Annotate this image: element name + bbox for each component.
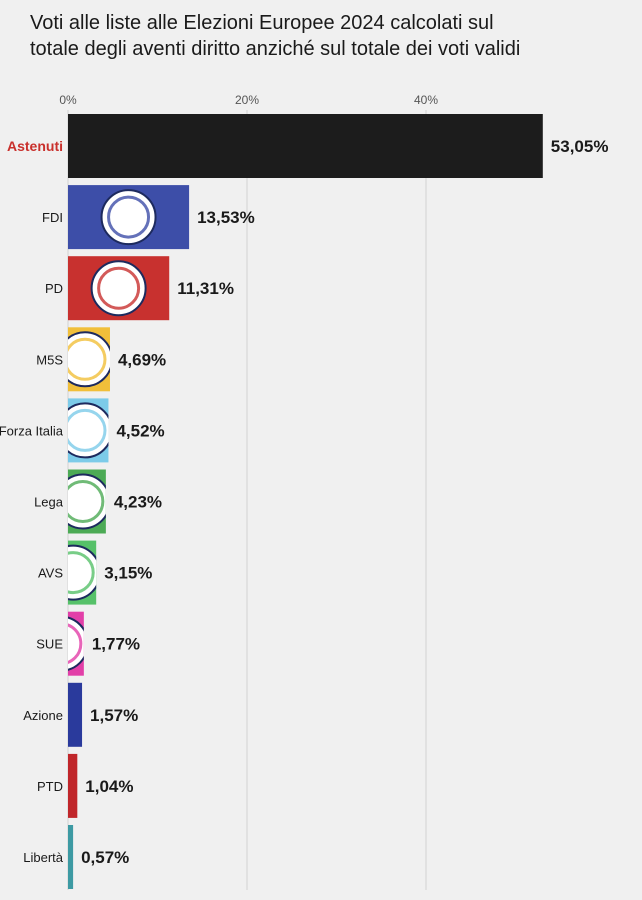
value-label: 1,77%	[92, 635, 140, 654]
m5s-logo-icon	[68, 331, 110, 388]
value-label: 13,53%	[197, 208, 255, 227]
bar	[68, 682, 83, 747]
chart-title: Voti alle liste alle Elezioni Europee 20…	[30, 10, 590, 62]
category-label: PD	[45, 281, 63, 296]
chart-title-line-1: Voti alle liste alle Elezioni Europee 20…	[30, 12, 494, 34]
bar-row: Forza Italia 4,52%	[0, 398, 165, 463]
bar-row: Libertà 0,57%	[23, 825, 129, 889]
x-tick-label: 0%	[59, 93, 77, 107]
bar-row: PTD 1,04%	[37, 753, 134, 818]
category-label: PTD	[37, 779, 63, 794]
category-label: Lega	[34, 495, 64, 510]
value-label: 0,57%	[81, 848, 129, 867]
category-label: Astenuti	[7, 138, 63, 154]
value-label: 1,57%	[90, 706, 138, 725]
category-label: AVS	[38, 566, 63, 581]
bars: Astenuti 53,05% FDI 13,53% PD 11,31% M5S 4,69% F…	[0, 114, 608, 889]
pd-logo-icon	[90, 260, 147, 317]
avs-logo-icon	[68, 544, 97, 601]
forza-italia-logo-icon	[68, 402, 109, 459]
chart-title-line-2: totale degli aventi diritto anziché sul …	[30, 38, 521, 60]
value-label: 53,05%	[551, 137, 609, 156]
category-label: M5S	[36, 352, 63, 367]
bar	[68, 753, 78, 818]
bar-row: SUE 1,77%	[36, 611, 140, 676]
category-label: Azione	[23, 708, 63, 723]
sue-logo-icon	[68, 616, 84, 671]
category-label: FDI	[42, 210, 63, 225]
lega-logo-icon	[68, 473, 106, 530]
category-label: SUE	[36, 637, 63, 652]
bar-row: Lega 4,23%	[34, 469, 162, 534]
value-label: 4,69%	[118, 350, 166, 369]
x-axis-ticks: 0% 20% 40%	[59, 93, 438, 107]
bar-row: M5S 4,69%	[36, 327, 166, 392]
value-label: 3,15%	[104, 564, 152, 583]
value-label: 4,23%	[114, 493, 162, 512]
category-label: Forza Italia	[0, 423, 64, 438]
fratelli-d-italia-logo-icon	[100, 189, 157, 246]
bar	[68, 825, 74, 889]
bar-row: FDI 13,53%	[42, 185, 255, 250]
x-tick-label: 20%	[235, 93, 259, 107]
x-tick-label: 40%	[414, 93, 438, 107]
bar	[68, 114, 543, 178]
category-label: Libertà	[23, 850, 64, 865]
bar-row: Azione 1,57%	[23, 682, 138, 747]
value-label: 1,04%	[85, 777, 133, 796]
value-label: 11,31%	[177, 279, 234, 298]
bar-row: Astenuti 53,05%	[7, 114, 608, 178]
value-label: 4,52%	[116, 421, 164, 440]
bar-row: AVS 3,15%	[38, 540, 152, 605]
bar-row: PD 11,31%	[45, 256, 234, 321]
